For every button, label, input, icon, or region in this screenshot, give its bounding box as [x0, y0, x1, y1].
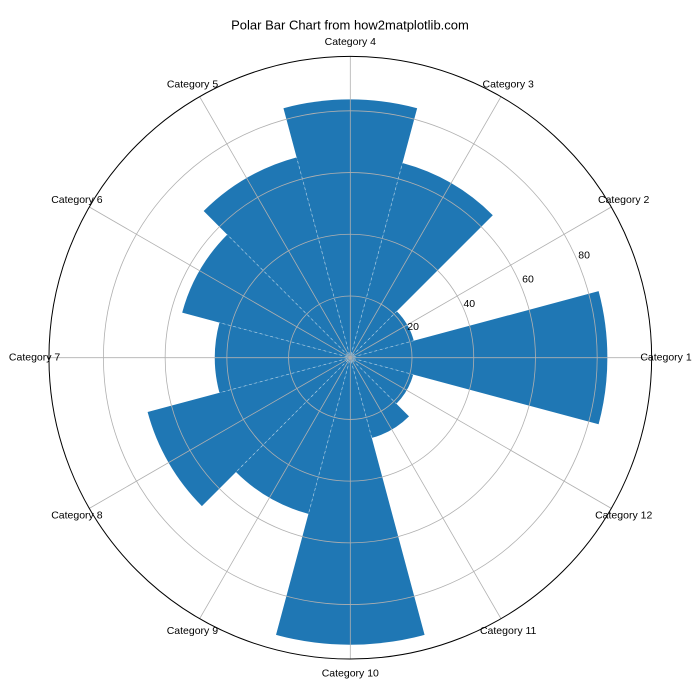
svg-text:Category 9: Category 9: [167, 625, 219, 637]
svg-text:Category 1: Category 1: [640, 352, 692, 364]
svg-text:Category 10: Category 10: [322, 667, 379, 679]
svg-text:40: 40: [463, 298, 475, 310]
svg-text:Category 11: Category 11: [480, 625, 537, 637]
svg-text:Category 4: Category 4: [325, 36, 377, 48]
svg-text:Category 2: Category 2: [598, 194, 650, 206]
svg-text:Polar Bar Chart from how2matpl: Polar Bar Chart from how2matplotlib.com: [231, 18, 469, 33]
svg-text:Category 6: Category 6: [51, 194, 103, 206]
svg-text:80: 80: [578, 250, 590, 262]
svg-text:Category 5: Category 5: [167, 78, 219, 90]
svg-text:60: 60: [522, 273, 534, 285]
svg-text:20: 20: [407, 321, 419, 333]
svg-text:Category 7: Category 7: [9, 352, 61, 364]
svg-text:Category 8: Category 8: [51, 510, 103, 522]
svg-text:Category 3: Category 3: [483, 78, 535, 90]
svg-text:Category 12: Category 12: [595, 510, 652, 522]
